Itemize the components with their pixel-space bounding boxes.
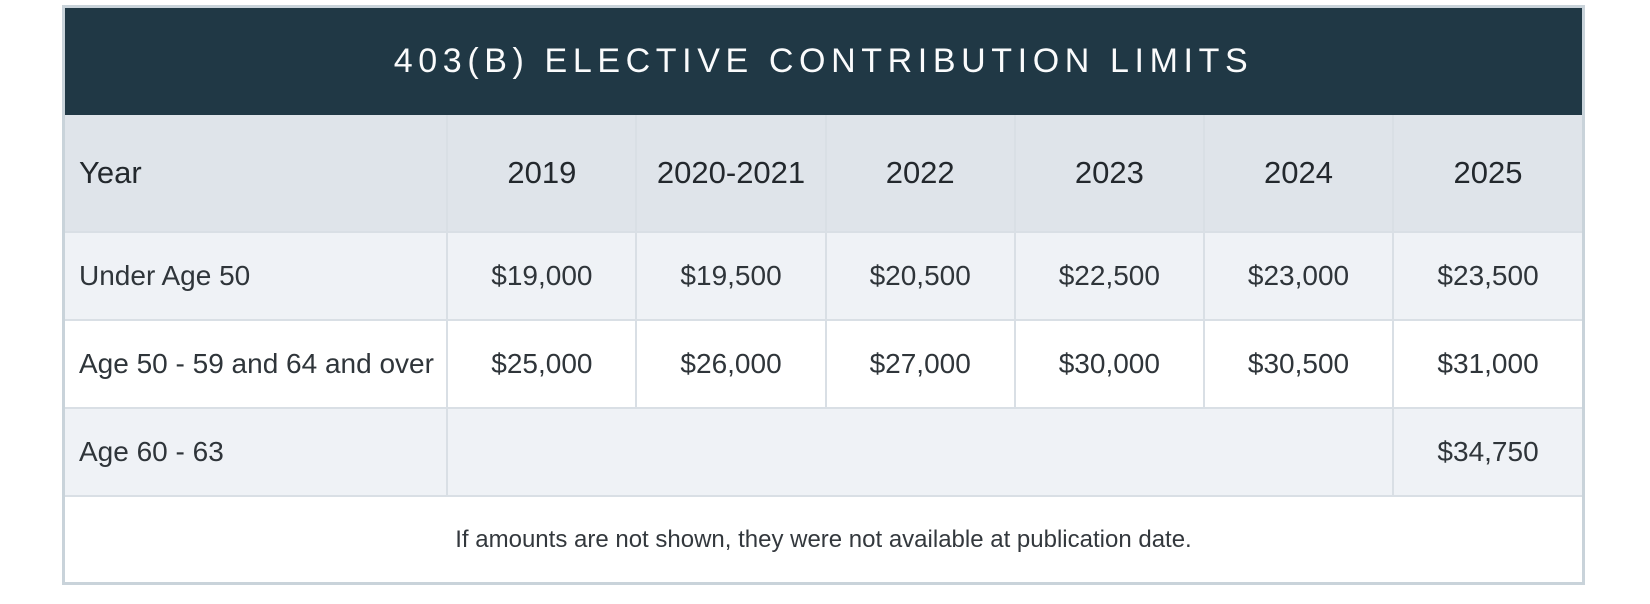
contribution-limits-table: Year 2019 2020-2021 2022 2023 2024 2025 …: [65, 115, 1582, 582]
value-cell: $31,000: [1392, 319, 1582, 409]
value-cell: $30,500: [1202, 319, 1395, 409]
value-cell: $34,750: [1392, 407, 1582, 497]
value-cell: $19,000: [446, 231, 638, 321]
value-cell: $26,000: [635, 319, 827, 409]
row-label: Age 60 - 63: [65, 407, 449, 497]
column-header-2024: 2024: [1202, 115, 1395, 232]
value-cell: $22,500: [1013, 231, 1205, 321]
table-row-age-50-59-and-64-over: Age 50 - 59 and 64 and over $25,000 $26,…: [65, 319, 1582, 409]
column-header-row: Year 2019 2020-2021 2022 2023 2024 2025: [65, 115, 1582, 232]
footnote: If amounts are not shown, they were not …: [65, 495, 1582, 582]
footnote-row: If amounts are not shown, they were not …: [65, 495, 1582, 582]
table-row-age-60-63: Age 60 - 63 $34,750: [65, 407, 1582, 497]
contribution-limits-card: 403(B) ELECTIVE CONTRIBUTION LIMITS Year…: [62, 5, 1585, 585]
value-cell: $23,500: [1392, 231, 1582, 321]
value-cell: $20,500: [824, 231, 1016, 321]
table-title: 403(B) ELECTIVE CONTRIBUTION LIMITS: [393, 42, 1254, 80]
row-label: Age 50 - 59 and 64 and over: [65, 319, 449, 409]
column-header-2020-2021: 2020-2021: [635, 115, 827, 232]
value-cell: $25,000: [446, 319, 638, 409]
column-header-year: Year: [65, 115, 449, 232]
value-cell: $27,000: [824, 319, 1016, 409]
value-cell: $19,500: [635, 231, 827, 321]
value-cell: $23,000: [1202, 231, 1395, 321]
column-header-2025: 2025: [1392, 115, 1582, 232]
empty-cell: [446, 407, 1395, 497]
column-header-2023: 2023: [1013, 115, 1205, 232]
value-cell: $30,000: [1013, 319, 1205, 409]
row-label: Under Age 50: [65, 231, 449, 321]
column-header-2019: 2019: [446, 115, 638, 232]
table-row-under-age-50: Under Age 50 $19,000 $19,500 $20,500 $22…: [65, 231, 1582, 321]
table-title-bar: 403(B) ELECTIVE CONTRIBUTION LIMITS: [65, 8, 1582, 115]
column-header-2022: 2022: [824, 115, 1016, 232]
